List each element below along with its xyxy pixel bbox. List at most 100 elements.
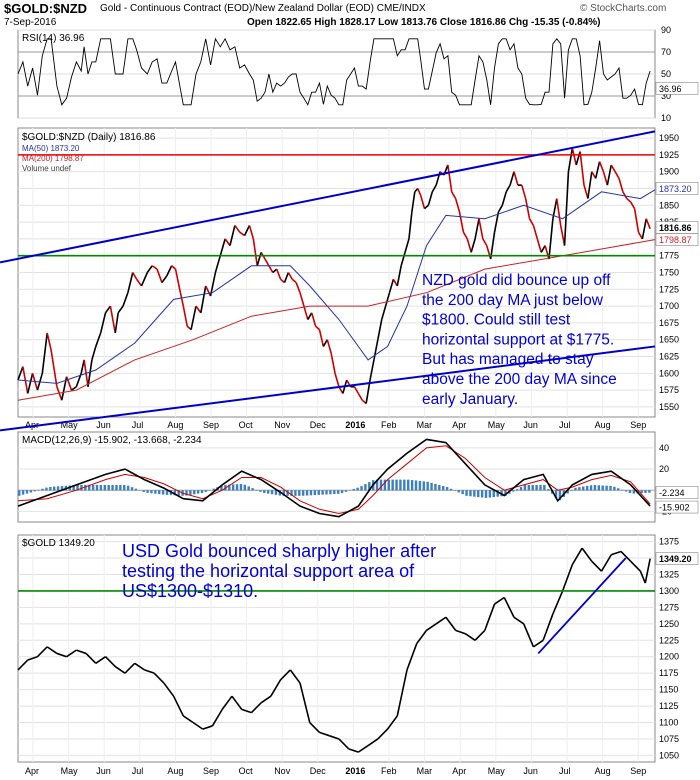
price-panel-x-tick-label: Jun xyxy=(523,420,538,430)
gold-price-segment xyxy=(455,629,466,635)
chart-description: Gold - Continuous Contract (EOD)/New Zea… xyxy=(100,3,426,14)
price-segment xyxy=(369,359,375,381)
macd-histogram-bar xyxy=(496,490,499,497)
macd-histogram-bar xyxy=(95,484,99,491)
price-segment xyxy=(307,312,313,320)
price-panel-x-tick-label: 2016 xyxy=(345,420,365,430)
price-segment xyxy=(117,305,124,314)
macd-histogram-bar xyxy=(305,490,309,496)
macd-histogram-bar xyxy=(387,479,390,491)
gold-price-segment xyxy=(202,725,213,730)
price-panel-tick-label: 1675 xyxy=(659,318,679,328)
macd-histogram-bar xyxy=(589,485,593,491)
gold-price-segment xyxy=(270,679,282,697)
ma50-value-tag: 1873.20 xyxy=(659,184,692,194)
macd-hist-value-tag-box xyxy=(655,486,699,499)
annotation-nzd-line: horizontal support at $1775. xyxy=(422,331,614,348)
legend-ma200: MA(200) 1798.87 xyxy=(22,154,84,163)
macd-histogram-bar xyxy=(91,484,95,491)
macd-histogram-bar xyxy=(25,490,29,494)
macd-histogram-bar xyxy=(278,490,282,496)
price-panel-x-tick-label: Sep xyxy=(203,420,219,430)
price-panel-tick-label: 1850 xyxy=(659,200,679,210)
macd-histogram-bar xyxy=(309,490,313,496)
macd-histogram-bar xyxy=(566,490,569,494)
price-segment xyxy=(22,366,29,394)
price-segment xyxy=(416,188,422,196)
annotation-nzd-line: early January. xyxy=(422,391,518,408)
macd-histogram-bar xyxy=(111,484,114,491)
macd-histogram-bar xyxy=(204,490,208,492)
macd-histogram-bar xyxy=(286,490,289,496)
macd-histogram-bar xyxy=(395,479,398,491)
macd-histogram-bar xyxy=(115,484,118,491)
gold-price-segment xyxy=(95,656,106,664)
price-segment xyxy=(140,272,149,287)
price-segment xyxy=(315,325,321,331)
macd-histogram-bar xyxy=(624,490,628,492)
price-segment xyxy=(392,278,398,287)
price-segment xyxy=(65,376,73,391)
price-segment xyxy=(80,359,85,374)
gold-panel-x-tick-label: 2016 xyxy=(345,766,365,776)
annotation-nzd-line: the 200 day MA just below xyxy=(422,292,604,309)
gold-panel-x-tick-label: Jul xyxy=(559,766,571,776)
gold-panel-x-tick-label: Nov xyxy=(274,766,291,776)
gold-panel-title: $GOLD 1349.20 xyxy=(22,538,95,549)
price-segment xyxy=(559,225,566,246)
price-segment xyxy=(555,198,562,226)
price-segment xyxy=(280,278,285,284)
macd-histogram-bar xyxy=(582,486,585,491)
price-segment xyxy=(501,191,507,206)
macd-histogram-bar xyxy=(340,490,344,494)
price-panel-x-tick-label: Sep xyxy=(630,420,646,430)
gold-price-segment xyxy=(561,564,574,592)
price-segment xyxy=(626,197,632,203)
macd-histogram-bar xyxy=(161,490,165,495)
macd-histogram-bar xyxy=(640,490,643,494)
price-segment xyxy=(357,393,363,401)
gold-panel-tick-label: 1150 xyxy=(659,685,678,695)
macd-histogram-bar xyxy=(585,485,589,491)
price-segment xyxy=(431,184,437,193)
macd-histogram-bar xyxy=(294,490,297,496)
macd-histogram-bar xyxy=(123,484,126,491)
rsi-value-tag: 36.96 xyxy=(659,84,682,94)
macd-histogram-bar xyxy=(173,490,177,496)
gold-price-segment xyxy=(27,655,38,661)
price-segment xyxy=(583,184,589,199)
price-segment xyxy=(200,285,207,313)
macd-histogram-bar xyxy=(512,490,515,492)
gold-price-segment xyxy=(17,659,29,671)
gold-panel-x-tick-label: Apr xyxy=(25,766,39,776)
price-segment xyxy=(641,218,648,240)
price-segment xyxy=(26,373,34,394)
price-segment xyxy=(497,204,504,213)
rsi-level-label: 90 xyxy=(661,25,671,35)
gold-price-segment xyxy=(600,554,612,572)
macd-histogram-bar xyxy=(356,487,359,491)
price-segment xyxy=(166,265,173,277)
gold-panel xyxy=(17,534,656,763)
price-segment xyxy=(384,292,391,307)
price-segment xyxy=(388,278,395,293)
price-segment xyxy=(622,191,628,199)
price-segment xyxy=(493,211,500,233)
macd-histogram-bar xyxy=(177,490,180,496)
gold-price-segment xyxy=(192,721,204,730)
gold-close-tag: 1349.20 xyxy=(659,554,692,564)
macd-histogram-bar xyxy=(593,485,597,491)
price-segment xyxy=(224,238,231,247)
price-segment xyxy=(252,238,259,266)
price-segment xyxy=(50,349,58,387)
price-panel-x-tick-label: Feb xyxy=(381,420,397,430)
price-segment xyxy=(520,184,527,199)
annotation-nzd-line: But has managed to stay xyxy=(422,351,594,368)
price-panel-x-tick-label: Mar xyxy=(417,420,433,430)
rsi-line xyxy=(17,37,651,106)
gold-panel-x-tick-label: Sep xyxy=(630,766,646,776)
price-segment xyxy=(544,245,550,260)
price-segment xyxy=(629,201,636,210)
annotation-usd-line: USD Gold bounced sharply higher after xyxy=(122,541,436,561)
macd-histogram-bar xyxy=(21,490,25,495)
